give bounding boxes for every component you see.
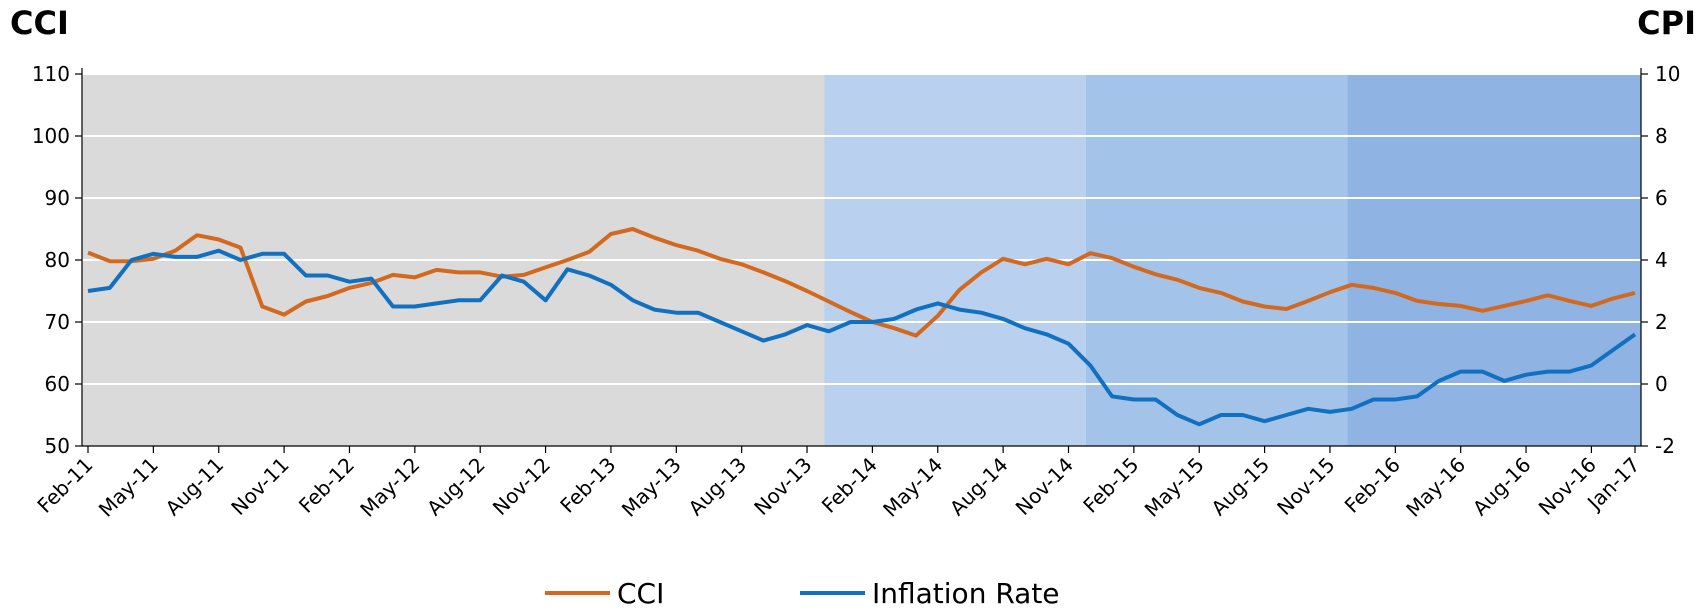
x-tick-label: May-15 bbox=[1140, 453, 1209, 522]
y2-tick-label: 10 bbox=[1655, 62, 1680, 86]
x-tick-label: Nov-15 bbox=[1272, 453, 1339, 520]
x-tick-label: Nov-16 bbox=[1534, 453, 1601, 520]
y2-tick-label: 2 bbox=[1655, 310, 1668, 334]
x-tick-label: Aug-12 bbox=[422, 453, 490, 521]
y2-tick-label: 6 bbox=[1655, 186, 1668, 210]
x-tick-label: May-14 bbox=[878, 453, 947, 522]
x-tick-label: Aug-11 bbox=[161, 453, 229, 521]
legend-label: Inflation Rate bbox=[872, 577, 1060, 610]
y2-tick-label: 0 bbox=[1655, 372, 1668, 396]
x-tick-label: Feb-11 bbox=[32, 453, 97, 518]
x-tick-label: Nov-14 bbox=[1011, 453, 1078, 520]
x-tick-label: Aug-15 bbox=[1206, 453, 1274, 521]
series-line bbox=[87, 227, 1636, 338]
y2-tick-label: 4 bbox=[1655, 248, 1668, 272]
x-tick-label: Feb-13 bbox=[555, 453, 620, 518]
x-tick-label: May-12 bbox=[355, 453, 424, 522]
y2-tick-label: -2 bbox=[1655, 434, 1675, 458]
right-axis-title: CPI bbox=[1637, 4, 1696, 42]
y-tick-label: 70 bbox=[45, 310, 70, 334]
x-tick-label: Aug-16 bbox=[1468, 453, 1536, 521]
x-tick-label: Feb-16 bbox=[1340, 453, 1405, 518]
x-tick-label: Nov-13 bbox=[749, 453, 816, 520]
x-tick-label: Aug-13 bbox=[684, 453, 752, 521]
y-tick-label: 50 bbox=[45, 434, 70, 458]
x-tick-label: May-11 bbox=[94, 453, 163, 522]
y-tick-label: 100 bbox=[32, 124, 70, 148]
x-tick-label: Feb-14 bbox=[817, 453, 882, 518]
y-tick-label: 110 bbox=[32, 62, 70, 86]
x-tick-label: May-13 bbox=[617, 453, 686, 522]
x-tick-label: Feb-12 bbox=[294, 453, 359, 518]
x-tick-label: Aug-14 bbox=[945, 453, 1013, 521]
y-tick-label: 80 bbox=[45, 248, 70, 272]
y-tick-label: 90 bbox=[45, 186, 70, 210]
left-axis-title: CCI bbox=[10, 4, 69, 42]
x-tick-label: Nov-11 bbox=[226, 453, 293, 520]
series-line bbox=[87, 248, 1637, 427]
y2-tick-label: 8 bbox=[1655, 124, 1668, 148]
x-tick-label: May-16 bbox=[1401, 453, 1470, 522]
y-tick-label: 60 bbox=[45, 372, 70, 396]
legend-label: CCI bbox=[617, 577, 664, 610]
x-tick-label: Nov-12 bbox=[488, 453, 555, 520]
x-tick-label: Feb-15 bbox=[1078, 453, 1143, 518]
